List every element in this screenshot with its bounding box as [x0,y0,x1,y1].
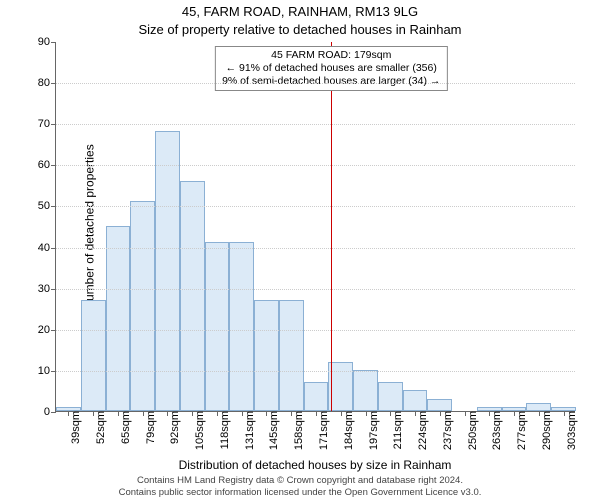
footer-line2: Contains public sector information licen… [0,487,600,498]
xtick-mark [465,411,466,416]
ytick-mark [51,412,56,413]
histogram-bar [106,226,131,411]
chart-title-address: 45, FARM ROAD, RAINHAM, RM13 9LG [0,4,600,19]
xtick-label: 211sqm [386,411,404,449]
xtick-label: 92sqm [163,411,181,444]
xtick-mark [539,411,540,416]
xtick-label: 263sqm [485,411,503,450]
chart-title-desc: Size of property relative to detached ho… [0,22,600,37]
xtick-mark [514,411,515,416]
xtick-mark [242,411,243,416]
ytick-mark [51,248,56,249]
grid-line [56,248,575,249]
grid-line [56,124,575,125]
xtick-mark [192,411,193,416]
chart-area: Number of detached properties 45 FARM RO… [55,42,575,412]
xtick-mark [291,411,292,416]
bars-layer [56,42,575,411]
ytick-mark [51,330,56,331]
xtick-label: 290sqm [535,411,553,450]
xtick-mark [266,411,267,416]
xtick-label: 131sqm [238,411,256,450]
xtick-mark [316,411,317,416]
histogram-bar [229,242,254,411]
xtick-mark [93,411,94,416]
ytick-mark [51,289,56,290]
ytick-mark [51,124,56,125]
xtick-label: 250sqm [461,411,479,450]
ytick-mark [51,206,56,207]
xtick-mark [118,411,119,416]
xtick-label: 303sqm [560,411,578,450]
xtick-mark [167,411,168,416]
xtick-label: 158sqm [287,411,305,450]
xtick-label: 277sqm [510,411,528,450]
xtick-label: 118sqm [213,411,231,449]
histogram-bar [353,370,378,411]
histogram-bar [304,382,329,411]
xtick-mark [68,411,69,416]
histogram-bar [279,300,304,411]
histogram-bar [155,131,180,411]
xtick-mark [489,411,490,416]
annotation-line2: ← 91% of detached houses are smaller (35… [222,62,440,75]
xtick-mark [415,411,416,416]
ytick-mark [51,371,56,372]
histogram-bar [403,390,428,411]
xtick-label: 145sqm [262,411,280,450]
x-axis-label: Distribution of detached houses by size … [55,458,575,472]
histogram-bar [427,399,452,411]
histogram-bar [254,300,279,411]
grid-line [56,289,575,290]
ytick-mark [51,165,56,166]
xtick-mark [366,411,367,416]
grid-line [56,206,575,207]
xtick-mark [143,411,144,416]
ytick-mark [51,83,56,84]
footer-line1: Contains HM Land Registry data © Crown c… [0,475,600,486]
xtick-label: 184sqm [337,411,355,450]
grid-line [56,371,575,372]
annotation-box: 45 FARM ROAD: 179sqm ← 91% of detached h… [215,46,447,91]
histogram-bar [526,403,551,411]
histogram-bar [81,300,106,411]
xtick-mark [440,411,441,416]
histogram-bar [180,181,205,411]
reference-line [331,42,332,411]
annotation-line1: 45 FARM ROAD: 179sqm [222,49,440,62]
xtick-label: 52sqm [89,411,107,444]
annotation-line3: 9% of semi-detached houses are larger (3… [222,75,440,88]
xtick-label: 197sqm [362,411,380,450]
xtick-mark [217,411,218,416]
plot-region: 45 FARM ROAD: 179sqm ← 91% of detached h… [55,42,575,412]
grid-line [56,165,575,166]
xtick-mark [390,411,391,416]
xtick-label: 65sqm [114,411,132,444]
xtick-label: 39sqm [64,411,82,444]
ytick-mark [51,42,56,43]
xtick-label: 224sqm [411,411,429,450]
xtick-mark [564,411,565,416]
xtick-label: 79sqm [139,411,157,444]
xtick-label: 171sqm [312,411,330,450]
xtick-mark [341,411,342,416]
xtick-label: 105sqm [188,411,206,450]
histogram-bar [130,201,155,411]
xtick-label: 237sqm [436,411,454,450]
histogram-bar [205,242,230,411]
histogram-bar [378,382,403,411]
grid-line [56,83,575,84]
footer-attribution: Contains HM Land Registry data © Crown c… [0,475,600,498]
chart-container: 45, FARM ROAD, RAINHAM, RM13 9LG Size of… [0,0,600,500]
grid-line [56,330,575,331]
